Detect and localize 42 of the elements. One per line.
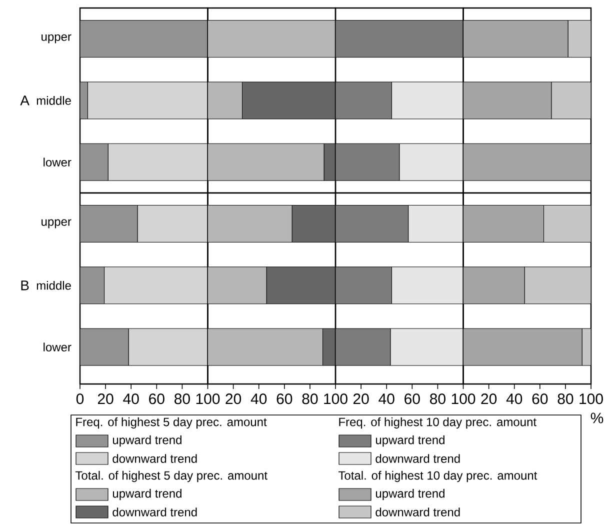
x-tick-label: 60 (149, 394, 164, 404)
x-tick-label: 60 (404, 394, 420, 404)
legend-title: Freq. of highest 5 day prec. amount (76, 417, 267, 429)
legend-label: downward trend (112, 508, 197, 516)
legend-label: upward trend (376, 488, 444, 500)
legend-title: Freq. of highest 10 day prec. amount (339, 417, 536, 429)
y-tick-label: upper (42, 219, 72, 228)
y-tick-label: middle (36, 280, 71, 290)
legend-label: upward trend (112, 435, 182, 447)
x-tick-label: 80 (174, 394, 190, 404)
x-tick-label: 0 (76, 394, 84, 404)
x-tick-label: 40 (378, 394, 394, 404)
legend-title: Total. of highest 10 day prec. amount (338, 470, 538, 482)
x-tick-label: 100 (580, 394, 603, 404)
x-tick-label: 20 (353, 394, 369, 404)
x-tick-label: 100 (452, 394, 476, 404)
legend-label: downward trend (376, 508, 460, 516)
x-tick-label: 40 (506, 394, 522, 404)
x-tick-label: 80 (558, 394, 574, 404)
legend-title: Total. of highest 5 day prec. amount (75, 470, 268, 482)
legend-label: upward trend (112, 488, 182, 500)
x-tick-label: 100 (196, 394, 220, 404)
x-tick-label: 40 (250, 394, 267, 404)
legend-label: downward trend (376, 454, 460, 463)
x-tick-label: 60 (276, 394, 292, 404)
y-tick-label: lower (44, 158, 72, 167)
text: A (20, 96, 30, 106)
x-tick-label: 60 (532, 394, 548, 404)
text: B (21, 280, 29, 290)
y-tick-label: upper (42, 34, 72, 44)
x-tick-label: 40 (123, 394, 139, 404)
y-tick-label: middle (36, 96, 71, 105)
legend-label: upward trend (376, 435, 444, 447)
x-axis-title: % (590, 412, 604, 424)
x-tick-label: 20 (226, 394, 242, 404)
x-tick-label: 80 (430, 394, 446, 404)
legend-label: downward trend (112, 454, 197, 463)
y-tick-label: lower (44, 342, 72, 352)
x-tick-label: 20 (98, 394, 114, 404)
x-tick-label: 20 (481, 394, 497, 404)
x-tick-label: 80 (302, 394, 318, 404)
x-tick-label: 100 (324, 394, 348, 404)
